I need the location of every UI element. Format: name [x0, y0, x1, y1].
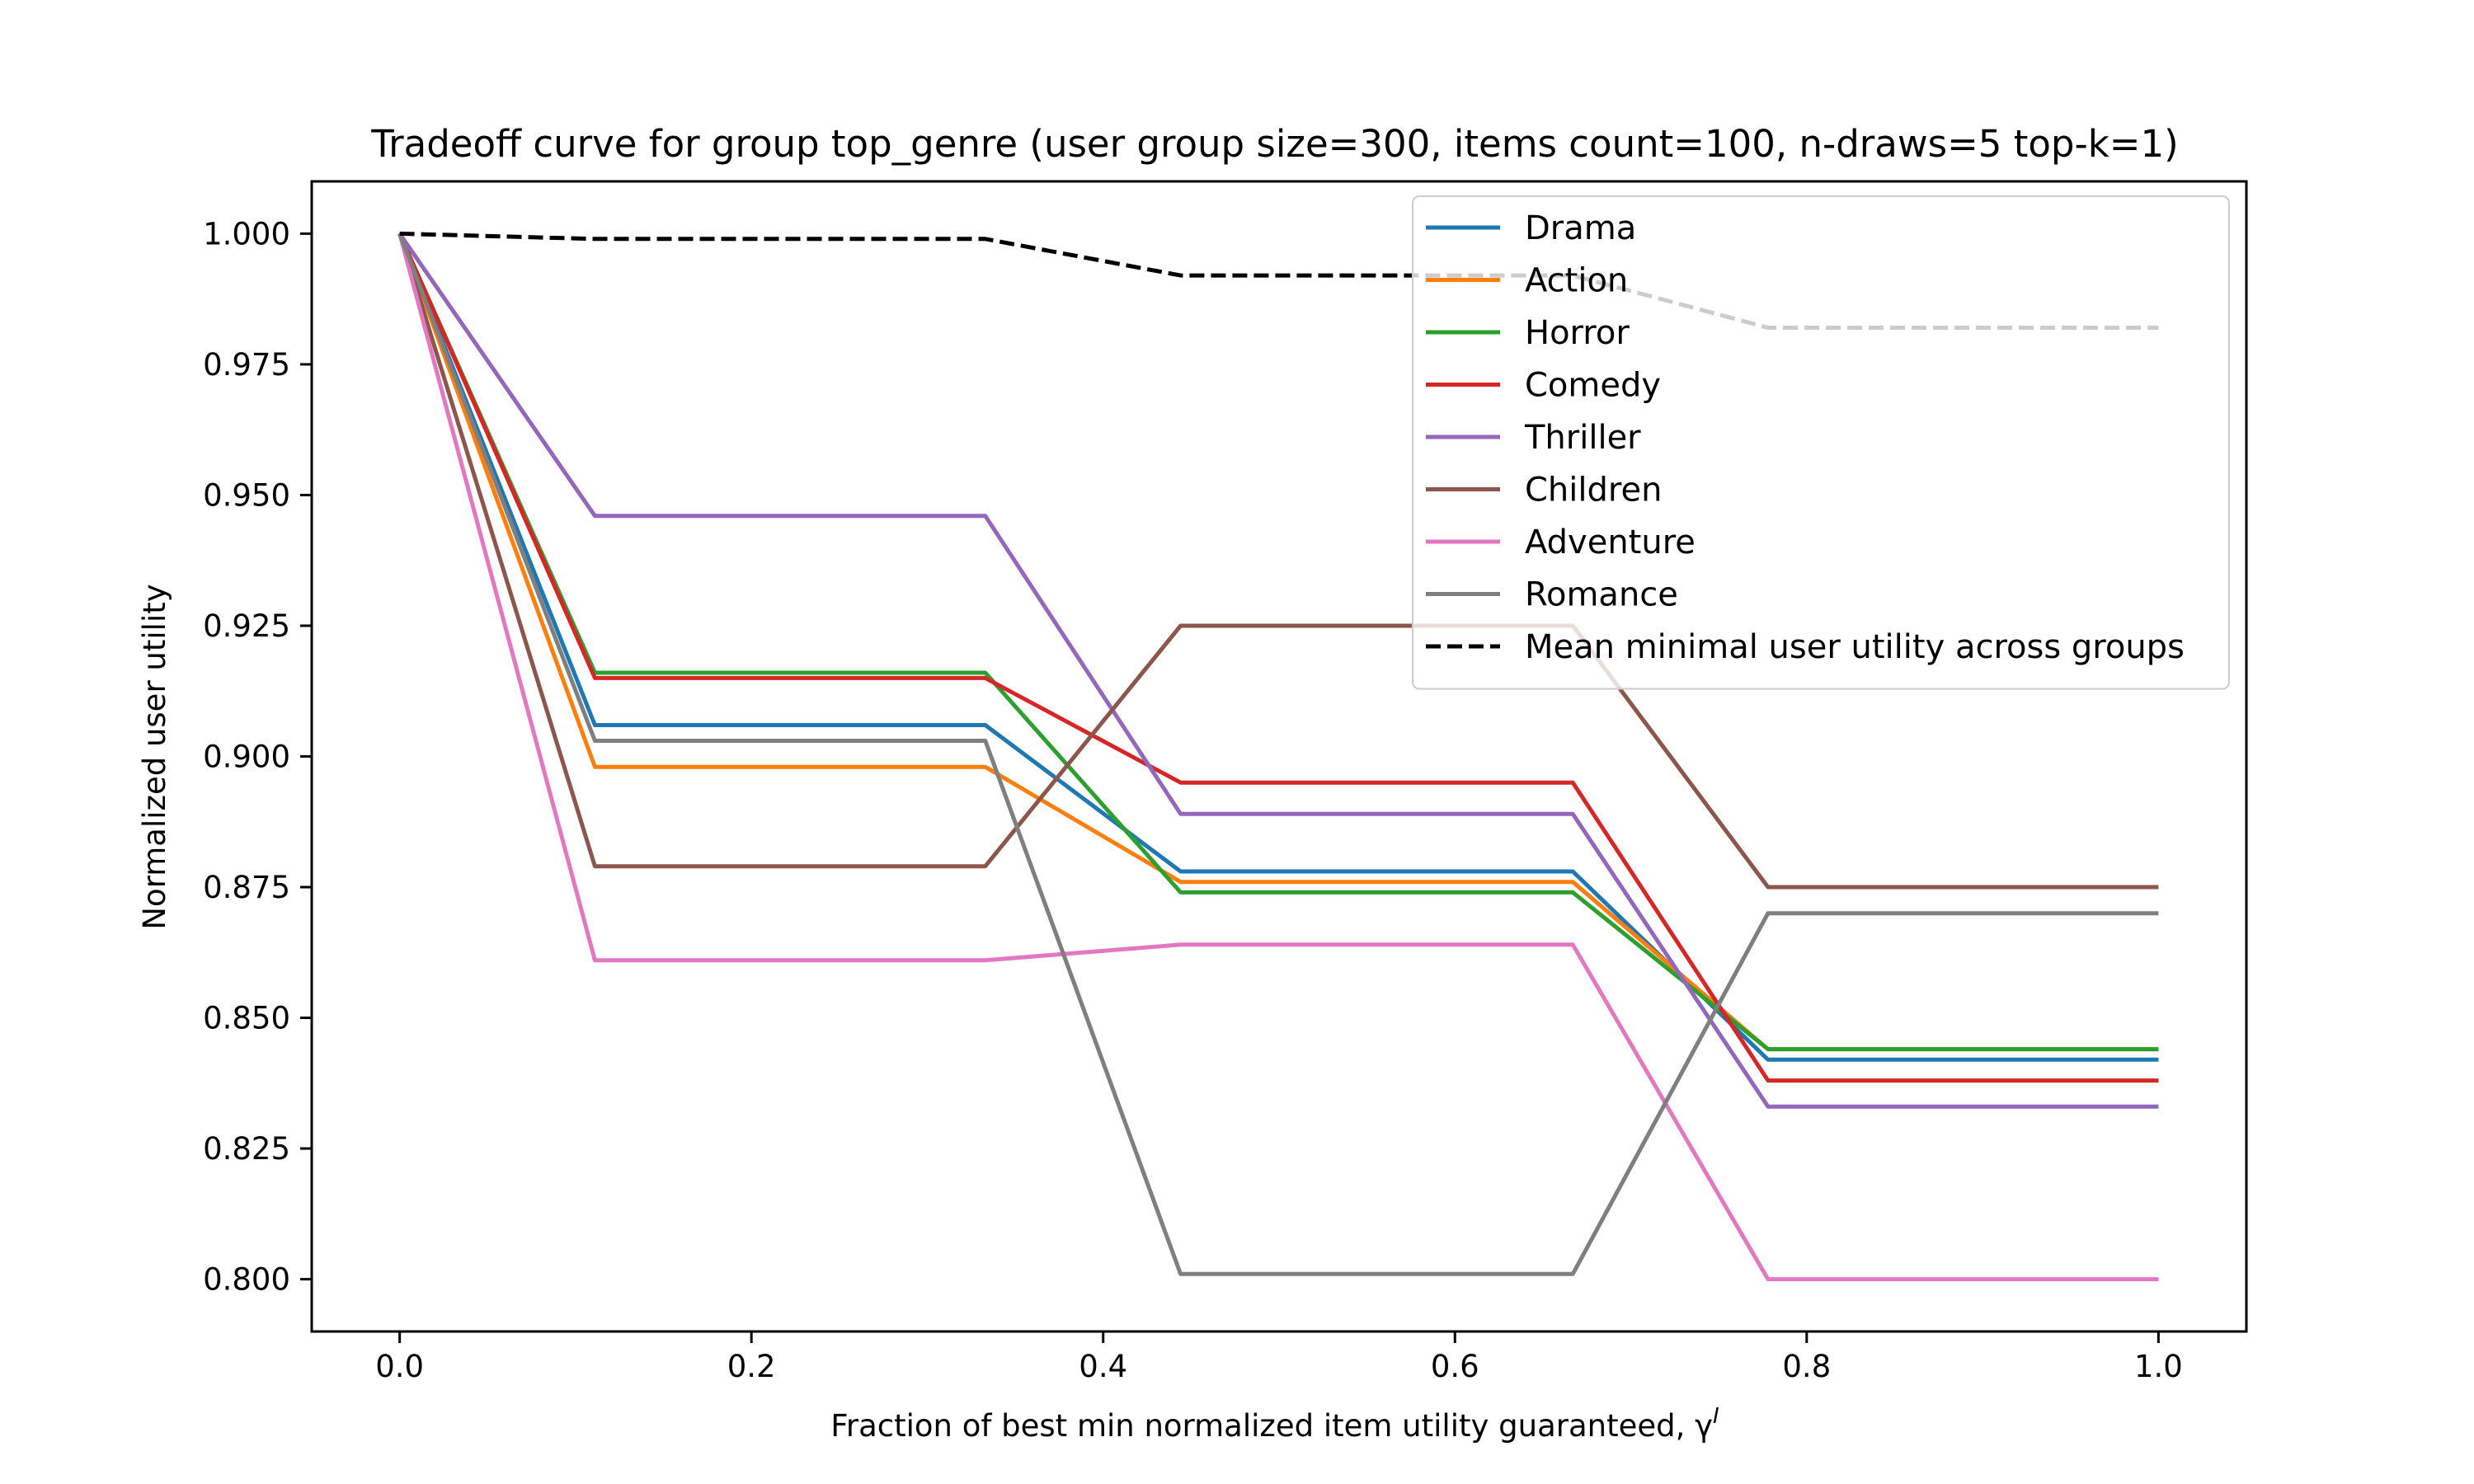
- legend-label: Horror: [1525, 314, 1630, 352]
- x-axis-title: Fraction of best min normalized item uti…: [830, 1404, 1719, 1444]
- y-tick-label: 0.925: [203, 608, 290, 644]
- series-line-romance: [397, 232, 2159, 1276]
- legend-label: Thriller: [1524, 419, 1641, 457]
- y-axis: 0.800 0.825 0.850 0.875 0.900 0.925 0.950 0.975…: [203, 216, 312, 1298]
- y-tick-label: 0.875: [203, 870, 290, 905]
- x-tick-label: 0.8: [1782, 1349, 1831, 1384]
- x-axis-title-superscript: I: [1713, 1404, 1719, 1429]
- x-tick-label: 0.4: [1079, 1349, 1127, 1384]
- series-line-drama: [397, 232, 2159, 1062]
- x-tick-label: 1.0: [2134, 1349, 2183, 1384]
- series-layer: [397, 231, 2159, 1282]
- x-tick-label: 0.6: [1431, 1349, 1479, 1384]
- series-line-thriller: [397, 232, 2159, 1109]
- y-tick-label: 0.800: [203, 1262, 290, 1298]
- y-tick-label: 0.950: [203, 477, 290, 513]
- chart-title: Tradeoff curve for group top_genre (user…: [370, 122, 2178, 166]
- legend-box: [1412, 195, 2230, 690]
- series-line-children: [397, 232, 2159, 890]
- y-tick-label: 0.900: [203, 740, 290, 775]
- series-line-adventure: [397, 232, 2159, 1282]
- legend-label: Mean minimal user utility across groups: [1525, 628, 2185, 666]
- y-tick-label: 0.975: [203, 347, 290, 383]
- legend-label: Action: [1525, 262, 1628, 300]
- y-tick-label: 0.850: [203, 1001, 290, 1036]
- legend-label: Romance: [1525, 576, 1678, 614]
- x-tick-label: 0.2: [727, 1349, 776, 1384]
- legend-label: Children: [1525, 472, 1662, 510]
- y-tick-label: 0.825: [203, 1131, 290, 1167]
- y-tick-label: 1.000: [203, 216, 290, 251]
- series-line-comedy: [397, 232, 2159, 1083]
- x-axis: 0.0 0.2 0.4 0.6 0.8 1.0: [375, 1331, 2183, 1384]
- legend-label: Adventure: [1525, 524, 1696, 561]
- legend: Drama Action Horror Comedy Thriller Children A…: [1412, 195, 2230, 690]
- series-line-horror: [397, 232, 2159, 1052]
- legend-label: Comedy: [1525, 367, 1661, 405]
- x-tick-label: 0.0: [375, 1349, 424, 1384]
- legend-label: Drama: [1525, 209, 1636, 247]
- y-axis-title: Normalized user utility: [137, 584, 172, 929]
